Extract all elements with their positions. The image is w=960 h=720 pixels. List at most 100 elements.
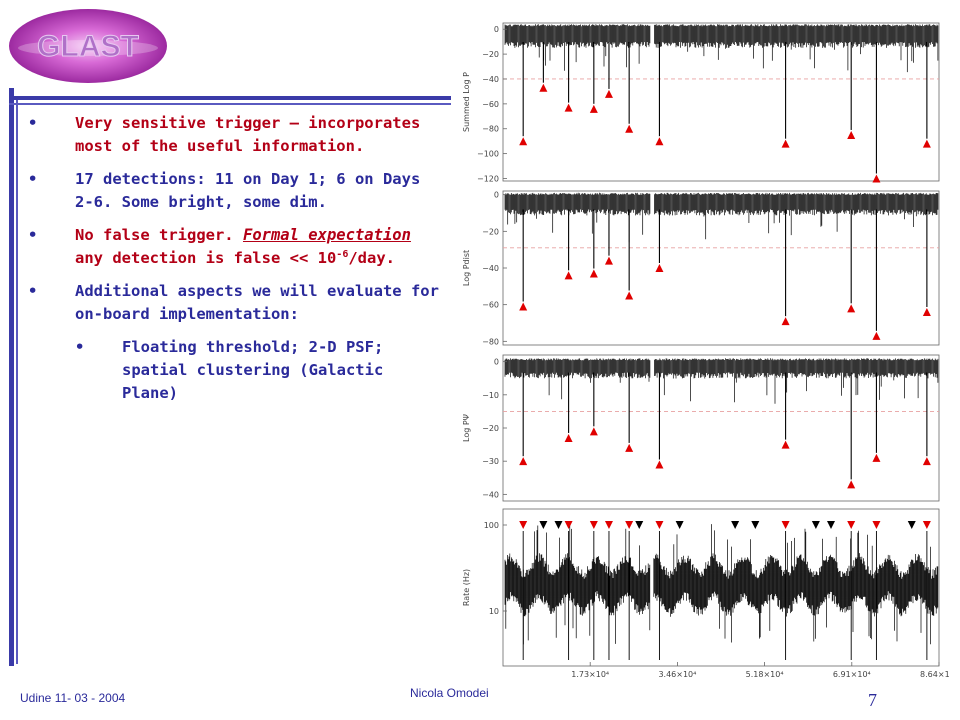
detection-marker bbox=[872, 174, 881, 183]
detection-marker bbox=[655, 264, 664, 272]
detection-marker bbox=[781, 317, 790, 326]
y-tick-label: 10 bbox=[489, 607, 499, 616]
underlined-phrase: Formal expectation bbox=[242, 226, 411, 244]
footer-venue-date: Udine 11- 03 - 2004 bbox=[20, 691, 126, 705]
sub-bullet-item: • Floating threshold; 2-D PSF; spatial c… bbox=[75, 336, 440, 405]
y-tick-label: −30 bbox=[482, 457, 499, 466]
y-tick-label: −40 bbox=[482, 75, 499, 84]
bullet-item: • Very sensitive trigger — incorporates … bbox=[28, 112, 440, 158]
footer-author: Nicola Omodei bbox=[410, 686, 489, 700]
detection-marker bbox=[655, 460, 664, 469]
x-tick-label: 6.91×10⁴ bbox=[833, 670, 871, 679]
y-tick-label: −60 bbox=[482, 100, 499, 109]
bullet-text: 17 detections: 11 on Day 1; 6 on Days 2-… bbox=[75, 170, 421, 211]
bullet-item: • Additional aspects we will evaluate fo… bbox=[28, 280, 440, 326]
detection-marker bbox=[847, 304, 856, 313]
red-detection-marker bbox=[781, 521, 790, 529]
detection-marker bbox=[872, 453, 881, 462]
detection-marker bbox=[625, 443, 634, 452]
signal-trace bbox=[504, 24, 939, 73]
detection-marker bbox=[589, 427, 598, 436]
y-tick-label: −80 bbox=[482, 125, 499, 134]
trigger-charts: 0 −20 −40 −60 −80 −100 −120 Summed Log P 0 −20 −40… bbox=[462, 22, 950, 679]
black-detection-marker bbox=[731, 521, 740, 529]
logo-text: GLAST bbox=[37, 30, 139, 63]
detection-marker bbox=[564, 103, 573, 112]
x-tick-label: 5.18×10⁴ bbox=[746, 670, 784, 679]
detection-marker bbox=[519, 302, 528, 311]
y-tick-label: −20 bbox=[482, 227, 499, 236]
detection-marker bbox=[604, 89, 613, 98]
left-rule-thin bbox=[16, 96, 18, 664]
top-rule-thick bbox=[9, 96, 451, 100]
red-detection-marker bbox=[847, 521, 856, 529]
y-tick-label: −40 bbox=[482, 490, 499, 499]
detection-marker bbox=[604, 256, 613, 265]
red-detection-marker bbox=[625, 521, 634, 529]
y-tick-label: −40 bbox=[482, 264, 499, 273]
y-tick-label: −100 bbox=[477, 150, 499, 159]
y-axis-label: Summed Log P bbox=[462, 72, 471, 132]
black-detection-marker bbox=[635, 521, 644, 529]
black-detection-marker bbox=[827, 521, 836, 529]
detection-marker bbox=[564, 271, 573, 280]
detection-marker bbox=[539, 83, 548, 92]
bullet-list: • Very sensitive trigger — incorporates … bbox=[28, 112, 440, 415]
detection-marker bbox=[922, 308, 931, 316]
y-tick-label: −60 bbox=[482, 301, 499, 310]
detection-marker bbox=[872, 331, 881, 340]
rate-trace bbox=[504, 523, 939, 645]
y-axis-label: Log PΨ bbox=[462, 414, 471, 442]
detection-marker bbox=[655, 137, 664, 146]
red-detection-marker bbox=[564, 521, 573, 529]
black-detection-marker bbox=[554, 521, 563, 529]
signal-trace bbox=[504, 192, 939, 243]
glast-logo: GLAST bbox=[9, 9, 167, 83]
bullet-text: Floating threshold; 2-D PSF; spatial clu… bbox=[122, 338, 384, 402]
y-tick-label: −20 bbox=[482, 424, 499, 433]
detection-marker bbox=[589, 104, 598, 113]
panel-frame bbox=[502, 190, 940, 346]
y-axis-label: Log Pdist bbox=[462, 250, 471, 286]
red-detection-marker bbox=[604, 521, 613, 529]
y-tick-label: −120 bbox=[477, 175, 499, 184]
detection-marker bbox=[519, 137, 528, 146]
detection-marker bbox=[589, 269, 598, 278]
red-detection-marker bbox=[589, 521, 598, 529]
y-tick-label: 0 bbox=[494, 191, 499, 200]
red-detection-marker bbox=[922, 521, 931, 529]
bullet-text: Very sensitive trigger — incorporates mo… bbox=[75, 114, 421, 155]
panel-frame bbox=[502, 22, 940, 182]
left-rule-thick bbox=[9, 88, 14, 666]
y-tick-label: −80 bbox=[482, 337, 499, 346]
black-detection-marker bbox=[811, 521, 820, 529]
black-detection-marker bbox=[675, 521, 684, 529]
x-tick-label: 3.46×10⁴ bbox=[658, 670, 696, 679]
detection-marker bbox=[564, 433, 573, 442]
y-tick-label: 100 bbox=[484, 521, 499, 530]
bullet-text: No false trigger. Formal expectation any… bbox=[75, 226, 411, 267]
x-tick-label: 1.73×10⁴ bbox=[571, 670, 609, 679]
black-detection-marker bbox=[751, 521, 760, 529]
bullet-text: Additional aspects we will evaluate for … bbox=[75, 282, 439, 323]
detection-marker bbox=[625, 291, 634, 300]
y-tick-label: −20 bbox=[482, 50, 499, 59]
detection-marker bbox=[922, 457, 931, 466]
page-number: 7 bbox=[868, 690, 877, 710]
panel-frame bbox=[502, 354, 940, 502]
y-axis-label: Rate (Hz) bbox=[462, 569, 471, 606]
black-detection-marker bbox=[539, 521, 548, 529]
y-tick-label: 0 bbox=[494, 25, 499, 34]
detection-marker bbox=[847, 480, 856, 489]
detection-marker bbox=[519, 457, 528, 466]
x-tick-label: 8.64×10⁴ bbox=[920, 670, 950, 679]
red-detection-marker bbox=[519, 521, 528, 529]
bullet-item: • 17 detections: 11 on Day 1; 6 on Days … bbox=[28, 168, 440, 214]
red-detection-marker bbox=[655, 521, 664, 529]
detection-marker bbox=[781, 440, 790, 449]
signal-trace bbox=[504, 358, 939, 404]
black-detection-marker bbox=[907, 521, 916, 529]
top-rule-thin bbox=[9, 103, 451, 105]
detection-marker bbox=[625, 124, 634, 133]
bullet-item: • No false trigger. Formal expectation a… bbox=[28, 224, 440, 270]
